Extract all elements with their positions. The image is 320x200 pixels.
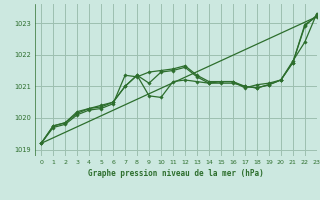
X-axis label: Graphe pression niveau de la mer (hPa): Graphe pression niveau de la mer (hPa) [88,169,264,178]
